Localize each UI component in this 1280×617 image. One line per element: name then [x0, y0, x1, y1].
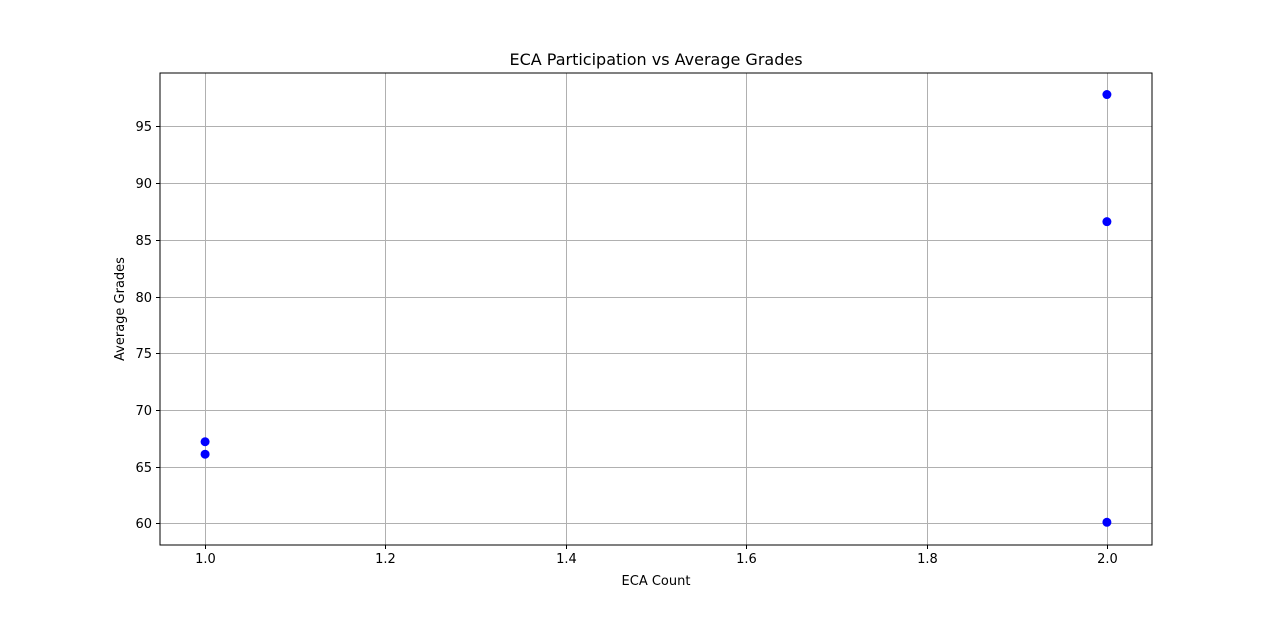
- data-point: [1102, 517, 1112, 527]
- y-tick-label: 70: [135, 404, 152, 419]
- x-tick-label: 1.2: [375, 552, 396, 567]
- x-tick-label: 2.0: [1097, 552, 1118, 567]
- x-tick-label: 1.8: [917, 552, 938, 567]
- y-tick-label: 80: [135, 291, 152, 306]
- data-point: [200, 449, 210, 459]
- data-point: [1102, 217, 1112, 227]
- y-tick-label: 65: [135, 461, 152, 476]
- x-tick-label: 1.4: [556, 552, 577, 567]
- x-tick-label: 1.6: [736, 552, 757, 567]
- ticks-layer: 1.0 1.2 1.4 1.6 1.8 2.0 60 65 70 75 80 85 90 95: [135, 120, 1117, 567]
- x-axis-label: ECA Count: [622, 574, 691, 589]
- y-axis-label: Average Grades: [113, 257, 128, 361]
- y-tick-label: 75: [135, 347, 152, 362]
- x-tick-label: 1.0: [195, 552, 216, 567]
- data-point: [200, 437, 210, 447]
- plot-frame: [159, 72, 1153, 546]
- y-tick-label: 95: [135, 120, 152, 135]
- chart-title: ECA Participation vs Average Grades: [509, 50, 802, 69]
- y-tick-label: 85: [135, 234, 152, 249]
- y-tick-label: 90: [135, 177, 152, 192]
- data-point: [1102, 90, 1112, 100]
- y-tick-label: 60: [135, 517, 152, 532]
- points-layer: [200, 90, 1112, 527]
- grid-layer: [160, 73, 1152, 545]
